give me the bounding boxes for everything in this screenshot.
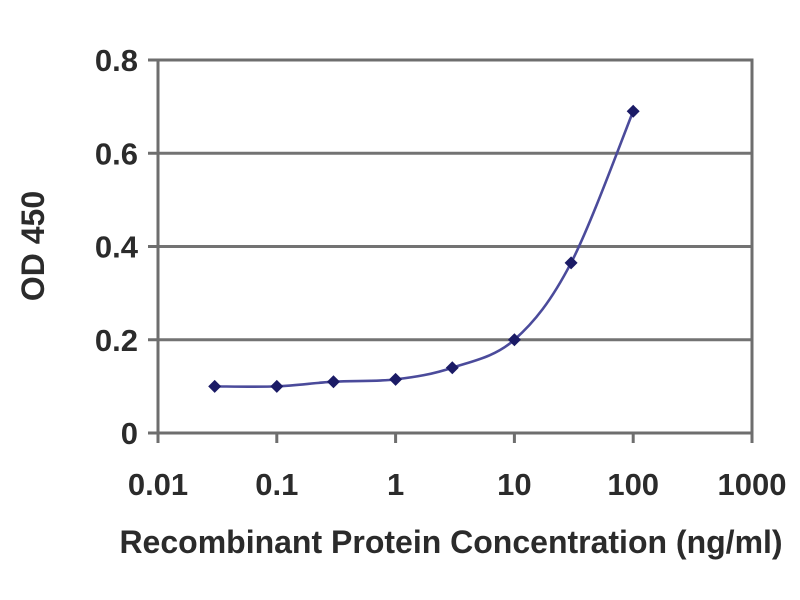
y-tick-label: 0.4 <box>95 230 139 265</box>
y-tick-label: 0.8 <box>95 43 138 78</box>
data-point-marker <box>507 333 521 347</box>
x-tick-label: 10 <box>497 467 531 502</box>
plot-area: 0 0.2 0.4 0.6 0.8 0.01 0.1 1 10 100 1000 <box>95 43 787 502</box>
x-tick-label: 0.1 <box>255 467 298 502</box>
x-tick-label: 0.01 <box>128 467 188 502</box>
y-tick-label: 0 <box>121 416 138 451</box>
data-point-marker <box>389 372 403 386</box>
data-point-marker <box>564 256 578 270</box>
data-point-marker <box>270 379 284 393</box>
x-axis-title: Recombinant Protein Concentration (ng/ml… <box>119 524 782 560</box>
y-tick-label: 0.6 <box>95 136 138 171</box>
x-tick-label: 1000 <box>718 467 787 502</box>
data-point-marker <box>208 379 222 393</box>
x-tick-label: 100 <box>607 467 659 502</box>
y-axis-title: OD 450 <box>15 191 51 301</box>
x-tick-label: 1 <box>387 467 404 502</box>
y-tick-label: 0.2 <box>95 323 138 358</box>
data-point-marker <box>626 104 640 118</box>
data-point-marker <box>445 361 459 375</box>
data-point-marker <box>326 375 340 389</box>
